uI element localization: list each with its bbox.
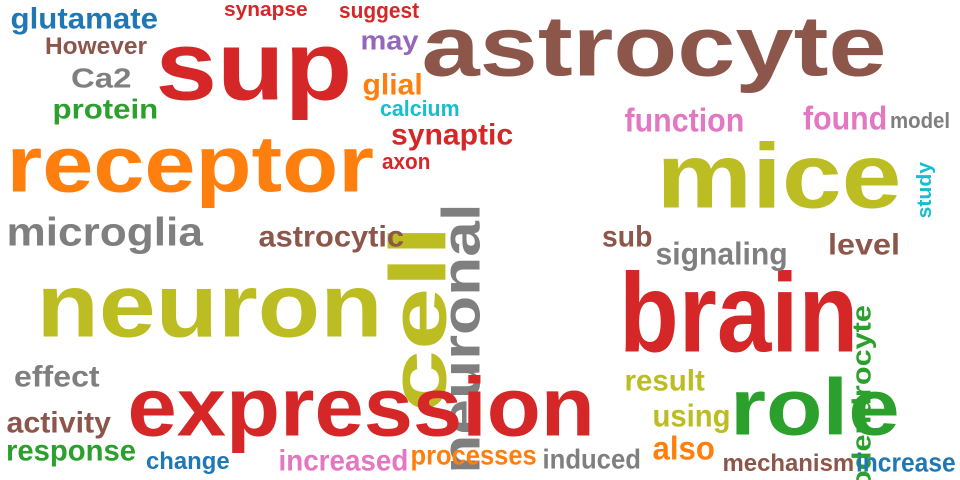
word-level: level — [827, 228, 901, 261]
word-increased: increased — [277, 444, 408, 477]
word-synapse: synapse — [224, 0, 308, 21]
word-astrocyte: astrocyte — [420, 0, 887, 94]
word-response: response — [6, 434, 137, 467]
word-sub: sub — [602, 220, 653, 253]
word-synaptic: synaptic — [391, 118, 514, 151]
word-glutamate: glutamate — [10, 2, 158, 35]
word-activity: activity — [6, 406, 111, 439]
word-suggest: suggest — [339, 0, 420, 23]
word-result: result — [624, 364, 705, 397]
word-glial: glial — [362, 68, 423, 101]
word-sup: sup — [155, 12, 352, 121]
word-also: also — [652, 430, 715, 467]
word-axon: axon — [382, 149, 431, 174]
word-found: found — [803, 100, 888, 137]
word-function: function — [623, 102, 744, 139]
word-however: However — [45, 33, 147, 60]
word-signaling: signaling — [655, 235, 788, 271]
word-mice: mice — [656, 124, 901, 227]
word-ca2: Ca2 — [70, 63, 132, 94]
word-brain: brain — [619, 251, 859, 376]
word-mechanism: mechanism — [721, 450, 854, 477]
word-processes: processes — [410, 440, 537, 471]
word-induced: induced — [542, 444, 641, 475]
word-role: role — [730, 363, 900, 452]
word-change: change — [145, 448, 230, 475]
word-astrocytic: astrocytic — [258, 220, 404, 253]
word-neuron: neuron — [35, 256, 383, 356]
word-model: model — [890, 108, 951, 133]
word-expression: expression — [126, 360, 595, 454]
word-effect: effect — [14, 360, 100, 393]
word-increase: increase — [855, 448, 956, 477]
word-study: study — [913, 162, 936, 219]
word-using: using — [652, 397, 730, 433]
word-may: may — [359, 26, 419, 55]
word-microglia: microglia — [5, 209, 203, 254]
word-protein: protein — [52, 94, 158, 125]
word-receptor: receptor — [6, 120, 374, 209]
word-calcium: calcium — [379, 96, 460, 121]
